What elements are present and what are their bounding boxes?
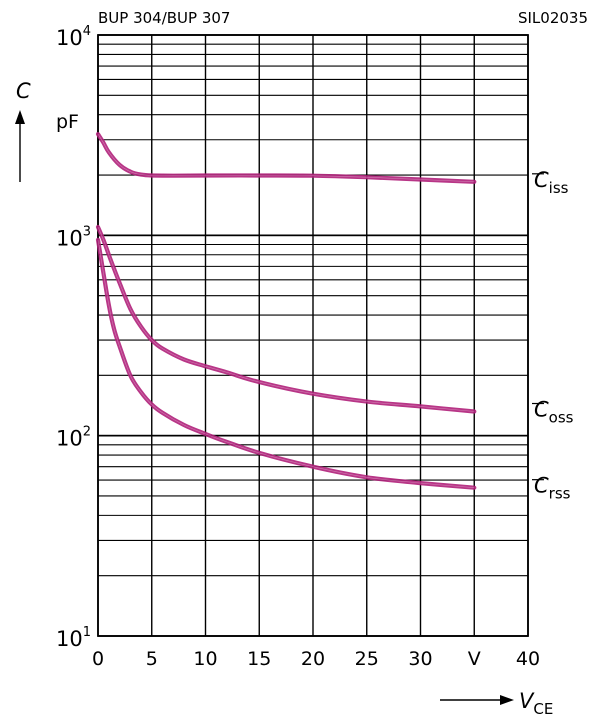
- series-line-highlight: [97, 133, 475, 183]
- series-label-rss: Crss: [534, 474, 571, 503]
- y-tick-label: 104: [56, 24, 91, 50]
- x-tick-label: 20: [301, 648, 325, 670]
- y-tick-label: 101: [56, 625, 91, 651]
- series-line-highlight: [97, 226, 475, 412]
- x-tick-label: V: [468, 648, 481, 670]
- series-line-oss: [95, 224, 477, 414]
- header-part-number: BUP 304/BUP 307: [98, 9, 230, 27]
- y-axis-arrow-head: [15, 110, 25, 124]
- x-tick-label: 40: [516, 648, 540, 670]
- x-tick-label: 30: [408, 648, 432, 670]
- x-axis-symbol: VCE: [519, 689, 553, 718]
- chart-curves: [95, 132, 477, 490]
- header-figure-id: SIL02035: [518, 9, 588, 27]
- x-tick-label: 0: [92, 648, 104, 670]
- x-tick-label: 5: [146, 648, 158, 670]
- x-tick-label: 15: [247, 648, 271, 670]
- x-tick-label: 25: [355, 648, 379, 670]
- chart-labels: BUP 304/BUP 307 SIL02035 101 102 103 104 0 5 10 1…: [15, 9, 588, 718]
- y-axis-unit: pF: [56, 111, 79, 133]
- x-tick-label: 10: [193, 648, 217, 670]
- series-line-highlight: [97, 239, 475, 488]
- y-axis-symbol: C: [16, 79, 31, 103]
- plot-frame: [97, 34, 529, 637]
- x-axis-arrow-head: [500, 695, 514, 705]
- series-line-rss: [95, 237, 477, 490]
- series-label-iss: Ciss: [534, 168, 569, 197]
- series-label-oss: Coss: [534, 398, 574, 427]
- y-tick-label: 103: [56, 224, 91, 250]
- chart-grid: [97, 34, 529, 637]
- y-tick-label: 102: [56, 425, 91, 451]
- series-line-iss: [95, 132, 477, 184]
